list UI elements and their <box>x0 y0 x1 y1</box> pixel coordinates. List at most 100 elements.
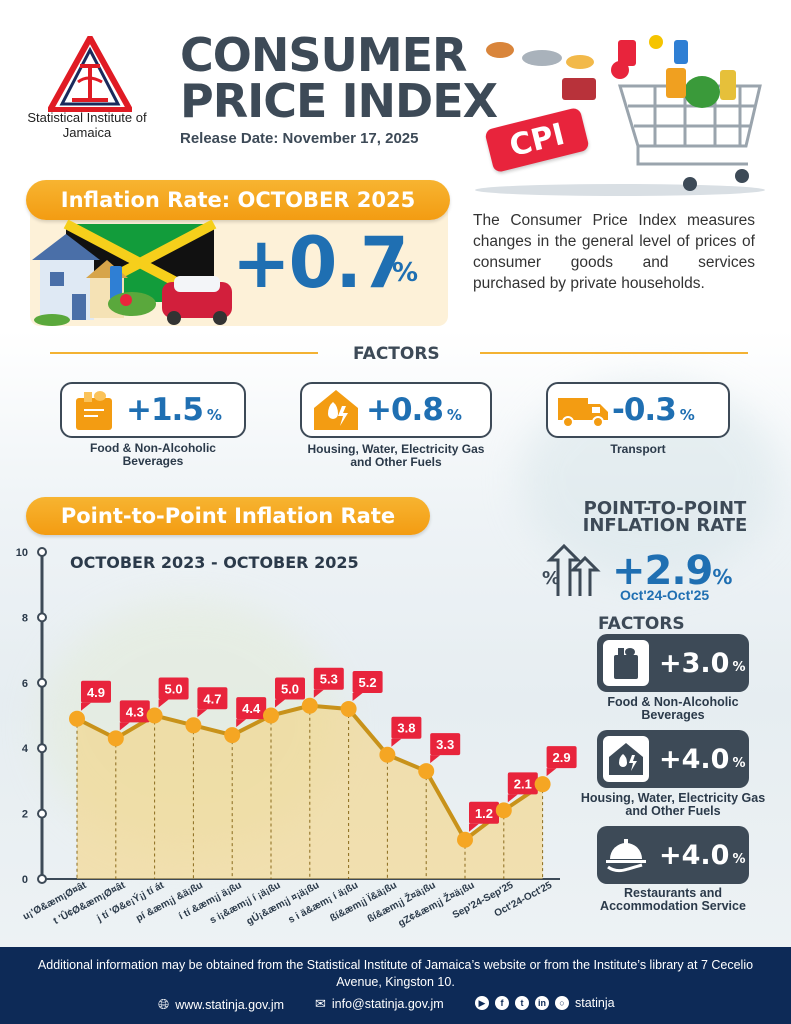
factors-heading: FACTORS <box>353 344 440 364</box>
factor-food-unit: % <box>206 406 222 424</box>
ptp-rate-value-text: +2.9 <box>612 548 713 594</box>
x-tick-label: pí &æm¡j &ä¡ßu <box>134 880 204 924</box>
ptp-factor-card-food: +3.0 % <box>597 634 749 692</box>
chart-data-point <box>69 710 85 727</box>
footer-email-text[interactable]: info@statinja.gov.jm <box>331 997 444 1011</box>
y-tick-label: 8 <box>22 612 28 624</box>
divider-left <box>50 352 318 354</box>
cpi-tag-text: CPI <box>505 116 568 164</box>
ptp-panel-title: POINT-TO-POINT INFLATION RATE <box>582 498 748 536</box>
globe-icon: 🌐︎ <box>158 996 170 1012</box>
chart-data-point <box>340 700 357 717</box>
chart-data-label-pointer <box>158 699 169 708</box>
chart-data-label-bg <box>119 700 150 723</box>
page-title-text: CONSUMER PRICE INDEX <box>180 28 498 128</box>
y-tick-label: 6 <box>22 678 28 690</box>
cpi-description: The Consumer Price Index measures change… <box>473 212 755 292</box>
chart-data-label-bg <box>352 670 383 693</box>
ptp-rate-range: Oct'24-Oct'25 <box>620 587 710 603</box>
chart-data-label: 3.8 <box>397 721 415 736</box>
chart-data-point <box>185 717 202 734</box>
chart-data-point <box>495 802 512 819</box>
instagram-icon[interactable]: ○ <box>555 996 569 1010</box>
envelope-icon: ✉ <box>315 996 326 1011</box>
chart-data-label-pointer <box>507 794 518 803</box>
chart-data-label-bg <box>236 697 267 720</box>
facebook-icon[interactable]: f <box>495 996 509 1010</box>
footer-email[interactable]: ✉ info@statinja.gov.jm <box>315 996 444 1012</box>
house-utilities-icon <box>603 736 649 782</box>
chart-data-label-pointer <box>236 719 247 728</box>
ptp-section-label-text: Point-to-Point Inflation Rate <box>60 504 396 528</box>
ptp-factor-restaurants-label: Restaurants and Accommodation Service <box>600 886 746 913</box>
chart-data-label-pointer <box>275 699 285 708</box>
ptp-factor-housing-label: Housing, Water, Electricity Gas and Othe… <box>580 791 766 818</box>
chart-data-label: 5.0 <box>165 682 183 697</box>
footer-social-handle: statinja <box>575 996 615 1010</box>
factor-transport-unit: % <box>679 406 695 424</box>
chart-data-point <box>418 763 435 780</box>
release-date: Release Date: November 17, 2025 <box>180 130 419 147</box>
chart-data-point <box>263 707 279 724</box>
inflation-arrows-icon: % <box>542 543 601 596</box>
chart-data-label-pointer <box>81 702 91 711</box>
chart-data-label-pointer <box>313 689 324 698</box>
footer-website[interactable]: 🌐︎ www.statinja.gov.jm <box>158 996 284 1013</box>
chart-data-label-pointer <box>352 692 363 701</box>
footer-social: ▶ f t in ○ statinja <box>475 996 615 1010</box>
chart-data-point <box>224 727 241 744</box>
ptp-factor-food-label: Food & Non-Alcoholic Beverages <box>607 695 739 722</box>
chart-data-point <box>107 730 124 747</box>
household-illustration-icon <box>32 220 232 326</box>
inflation-rate-unit: % <box>392 258 419 288</box>
footer: Additional information may be obtained f… <box>0 947 791 1024</box>
ptp-factors-heading: FACTORS <box>598 614 685 634</box>
chart-data-label-pointer <box>430 755 441 764</box>
grocery-bag-icon <box>76 391 112 430</box>
chart-data-label-bg <box>158 677 189 700</box>
organization-name: Statistical Institute of Jamaica <box>27 110 147 140</box>
ptp-rate-unit: % <box>712 565 732 589</box>
ptp-inflation-chart: 0 2 4 6 8 10 4.9 4.3 5.0 4.7 4.4 5.0 5.3 5.2 3.8 3.3 1.2… <box>16 547 577 929</box>
factor-card-food: +1.5 % <box>60 382 246 438</box>
chart-data-label: 2.1 <box>514 776 532 791</box>
divider-right <box>480 352 748 354</box>
ptp-factor-card-housing: +4.0 % <box>597 730 749 788</box>
page-title: CONSUMER PRICE INDEX <box>180 32 510 124</box>
inflation-rate-label-text: Inflation Rate: OCTOBER 2025 <box>60 188 416 212</box>
y-tick-label: 2 <box>22 809 28 821</box>
ptp-factor-housing-unit: % <box>732 755 746 771</box>
house-utilities-icon <box>314 390 358 430</box>
factor-card-housing: +0.8 % <box>300 382 492 438</box>
chart-data-label-pointer <box>197 709 208 718</box>
chart-data-label: 4.7 <box>203 691 221 706</box>
chart-data-label-bg <box>391 716 422 739</box>
ptp-factor-housing-value: +4.0 <box>659 743 730 775</box>
grocery-bag-icon <box>603 640 649 686</box>
ptp-factor-restaurants-value: +4.0 <box>659 839 730 871</box>
chart-data-label: 4.4 <box>242 701 261 716</box>
chart-data-label: 4.9 <box>87 685 105 700</box>
factor-food-label: Food & Non-Alcoholic Beverages <box>90 441 216 468</box>
y-tick-label: 0 <box>22 874 28 886</box>
factor-transport-label: Transport <box>610 442 666 456</box>
chart-data-label-pointer <box>469 823 479 832</box>
chart-data-point <box>534 776 551 793</box>
linkedin-icon[interactable]: in <box>535 996 549 1010</box>
chart-data-label-bg <box>313 667 344 690</box>
chart-data-label: 3.3 <box>436 737 454 752</box>
ptp-factor-card-restaurants: +4.0 % <box>597 826 749 884</box>
inflation-rate-label: Inflation Rate: OCTOBER 2025 <box>26 180 450 220</box>
chart-data-point <box>146 707 163 724</box>
chart-data-label: 4.3 <box>126 704 144 719</box>
chart-data-point <box>379 746 396 763</box>
twitter-icon[interactable]: t <box>515 996 529 1010</box>
footer-website-text[interactable]: www.statinja.gov.jm <box>175 997 285 1012</box>
ptp-factor-restaurants-unit: % <box>732 851 746 867</box>
youtube-icon[interactable]: ▶ <box>475 996 489 1010</box>
chart-data-label-bg <box>81 680 111 703</box>
ptp-section-label: Point-to-Point Inflation Rate <box>26 497 430 535</box>
chart-data-label-pointer <box>391 738 402 747</box>
factor-housing-unit: % <box>446 406 462 424</box>
chart-subtitle: OCTOBER 2023 - OCTOBER 2025 <box>70 553 359 572</box>
